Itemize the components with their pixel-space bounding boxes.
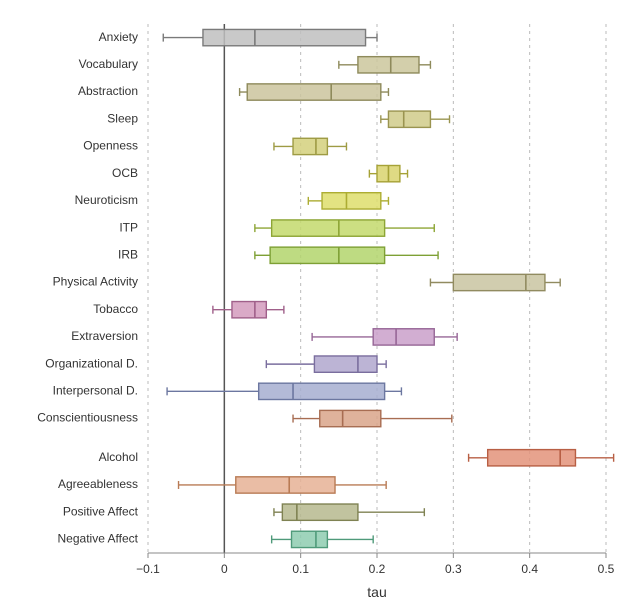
category-label: Anxiety (99, 30, 138, 44)
category-label: Extraversion (71, 329, 138, 343)
category-label: Neuroticism (75, 193, 138, 207)
boxplot-chart: Anxiety Vocabulary Abstraction Sleep Opennes… (0, 0, 640, 613)
x-tick-label: 0.4 (521, 562, 538, 576)
x-tick-label: −0.1 (136, 562, 160, 576)
category-label: Sleep (107, 111, 138, 125)
category-label: Physical Activity (53, 275, 138, 289)
x-tick-label: 0.5 (598, 562, 615, 576)
box-row (274, 138, 347, 154)
category-label: ITP (119, 220, 138, 234)
category-label: IRB (118, 247, 138, 261)
box-row (213, 302, 284, 318)
box-row (163, 29, 377, 45)
box-row (339, 57, 431, 73)
category-label: Openness (83, 139, 138, 153)
box-row (369, 165, 407, 181)
box-row (255, 220, 434, 236)
box-row (308, 193, 388, 209)
category-label: Conscientiousness (37, 411, 138, 425)
category-label: Alcohol (99, 450, 138, 464)
box-row (381, 111, 450, 127)
box-row (430, 274, 560, 290)
category-label: Tobacco (93, 302, 138, 316)
category-label: Interpersonal D. (53, 384, 138, 398)
x-axis-label: tau (367, 584, 386, 600)
category-label: OCB (112, 166, 138, 180)
box-row (255, 247, 438, 263)
category-label: Positive Affect (63, 504, 139, 518)
category-label: Agreeableness (58, 477, 138, 491)
box-row (266, 356, 386, 372)
x-tick-label: 0.1 (292, 562, 309, 576)
category-label: Negative Affect (58, 532, 139, 546)
x-tick-label: 0.2 (369, 562, 386, 576)
box-row (179, 477, 387, 493)
x-tick-label: 0 (221, 562, 228, 576)
box-row (469, 450, 614, 466)
box-row (274, 504, 424, 520)
box-row (167, 383, 401, 399)
box-row (272, 531, 374, 547)
category-label: Abstraction (78, 84, 138, 98)
category-label: Organizational D. (45, 356, 138, 370)
box-row (312, 329, 457, 345)
category-label: Vocabulary (79, 57, 138, 71)
box-row (293, 410, 452, 426)
box-row (240, 84, 389, 100)
x-tick-label: 0.3 (445, 562, 462, 576)
